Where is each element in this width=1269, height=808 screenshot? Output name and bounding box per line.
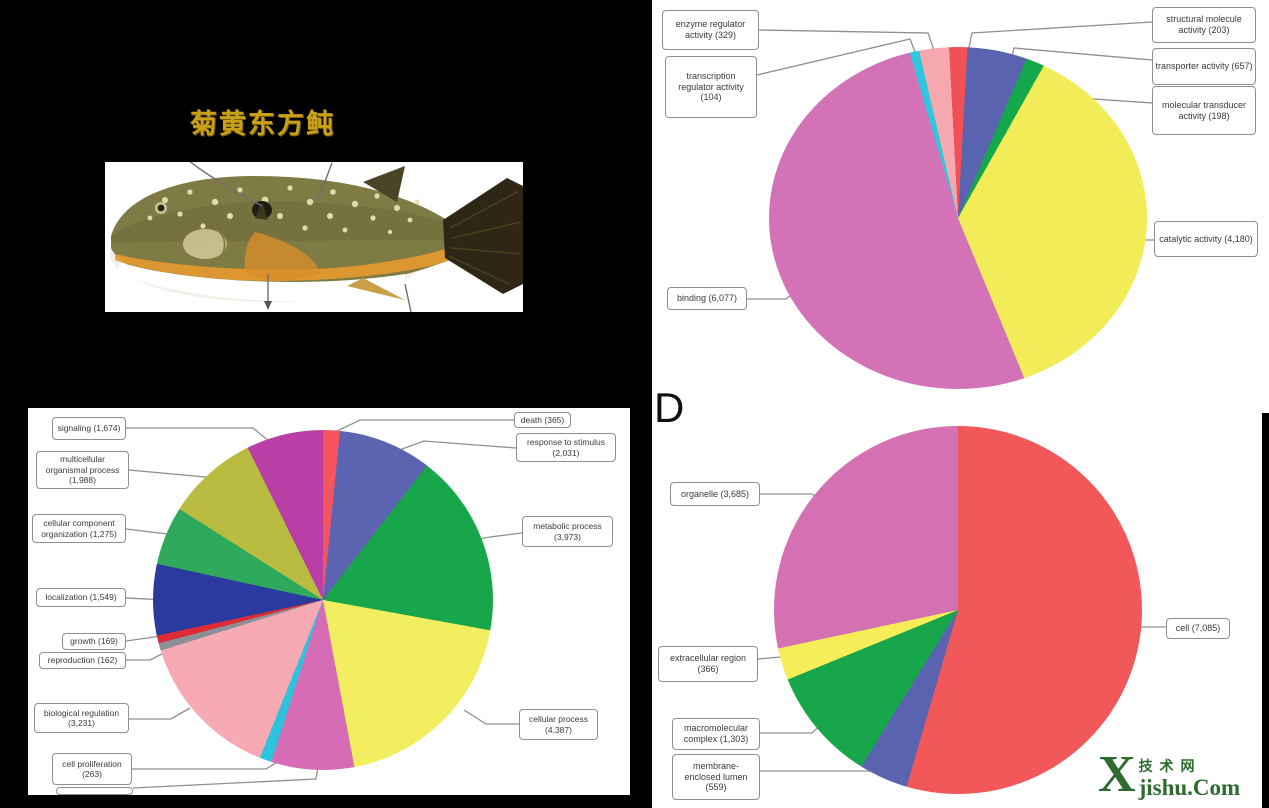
label-signaling: signaling (1,674)	[52, 417, 126, 440]
species-title: 菊黄东方鲀	[190, 109, 335, 139]
label-cellular-process: cellular process (4,387)	[519, 709, 598, 740]
label-localization: localization (1,549)	[36, 588, 126, 607]
biological-process-pie	[153, 430, 493, 770]
label-organelle: organelle (3,685)	[670, 482, 760, 506]
panel-biological-process: signaling (1,674) multicellular organism…	[28, 408, 630, 795]
label-transcription-regulator-activity: transcription regulator activity (104)	[665, 56, 757, 118]
molecular-function-pie	[769, 47, 1147, 389]
label-extracellular-region: extracellular region (366)	[658, 646, 758, 682]
label-enzyme-regulator-activity: enzyme regulator activity (329)	[662, 10, 759, 50]
fish-annotation-lines	[187, 159, 412, 313]
label-biological-regulation: biological regulation (3,231)	[34, 703, 129, 733]
label-response-to-stimulus: response to stimulus (2,031)	[516, 433, 616, 462]
label-reproduction: reproduction (162)	[39, 652, 126, 669]
pufferfish-illustration	[110, 159, 523, 313]
watermark: X 技术网 jishu.Com	[1098, 746, 1241, 803]
label-cellular-component-organization: cellular component organization (1,275)	[32, 514, 126, 543]
label-multicellular-organismal-process: multicellular organismal process (1,988)	[36, 451, 129, 489]
label-binding: binding (6,077)	[667, 287, 747, 310]
watermark-url-text: jishu.Com	[1138, 775, 1241, 800]
label-membrane-enclosed-lumen: membrane-enclosed lumen (559)	[672, 754, 760, 800]
label-molecular-transducer-activity: molecular transducer activity (198)	[1152, 86, 1256, 135]
black-border-strip	[1262, 413, 1269, 808]
pufferfish-image	[105, 159, 523, 313]
label-structural-molecule-activity: structural molecule activity (203)	[1152, 7, 1256, 43]
label-cell-proliferation: cell proliferation (263)	[52, 753, 132, 785]
watermark-x-logo: X	[1098, 746, 1136, 803]
right-figure-column: enzyme regulator activity (329) transcri…	[652, 0, 1269, 808]
cellular-component-pie	[774, 426, 1142, 794]
label-death: death (365)	[514, 412, 571, 428]
label-macromolecular-complex: macromolecular complex (1,303)	[672, 718, 760, 750]
panel-letter-d: D	[654, 384, 685, 431]
label-truncated-bottom	[56, 787, 133, 795]
panel-fish: 菊黄东方鲀	[0, 0, 652, 408]
label-metabolic-process: metabolic process (3,973)	[522, 516, 613, 547]
label-transporter-activity: transporter activity (657)	[1152, 48, 1256, 85]
label-catalytic-activity: catalytic activity (4,180)	[1154, 221, 1258, 257]
watermark-cn-text: 技术网	[1138, 760, 1202, 775]
label-growth: growth (169)	[62, 633, 126, 650]
label-cell: cell (7,085)	[1166, 618, 1230, 639]
